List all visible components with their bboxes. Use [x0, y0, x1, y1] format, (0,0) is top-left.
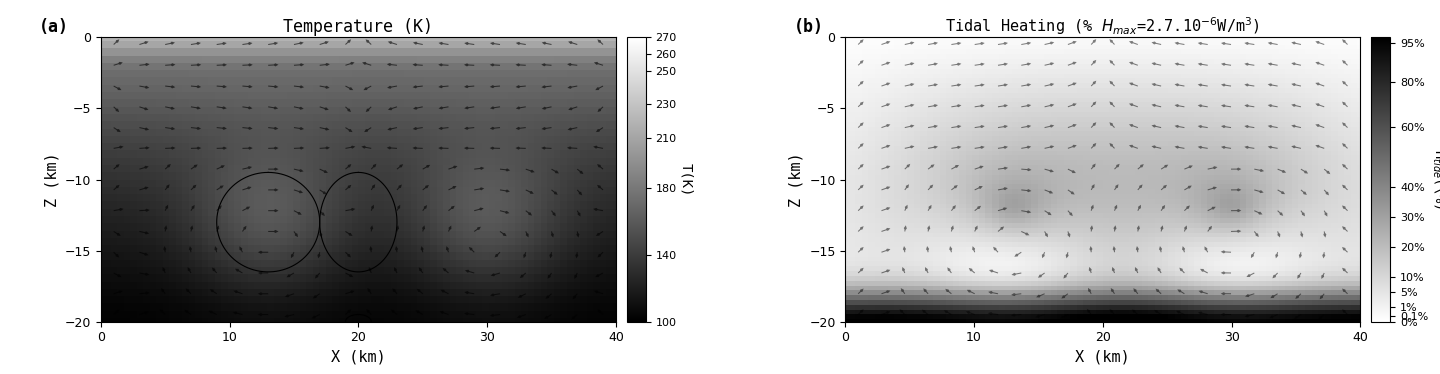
X-axis label: X (km): X (km)	[1076, 350, 1130, 365]
Y-axis label: Z (km): Z (km)	[45, 152, 59, 207]
Text: (b): (b)	[793, 18, 824, 36]
X-axis label: X (km): X (km)	[331, 350, 386, 365]
Y-axis label: T(K): T(K)	[680, 163, 694, 196]
Title: Tidal Heating (% $H_{max}$=2.7.10$^{-6}$W/m$^3$): Tidal Heating (% $H_{max}$=2.7.10$^{-6}$…	[946, 15, 1260, 37]
Y-axis label: H$_{tide}$(\%): H$_{tide}$(\%)	[1430, 150, 1440, 209]
Title: Temperature (K): Temperature (K)	[284, 18, 433, 36]
Y-axis label: Z (km): Z (km)	[789, 152, 804, 207]
Text: (a): (a)	[39, 18, 69, 36]
